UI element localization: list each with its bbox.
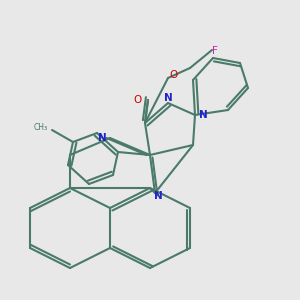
Text: F: F (212, 46, 218, 56)
Text: N: N (199, 110, 207, 120)
Text: N: N (98, 133, 106, 143)
Text: N: N (154, 191, 162, 201)
Text: O: O (134, 95, 142, 105)
Text: N: N (164, 93, 172, 103)
Text: CH₃: CH₃ (34, 124, 48, 133)
Text: O: O (169, 70, 177, 80)
